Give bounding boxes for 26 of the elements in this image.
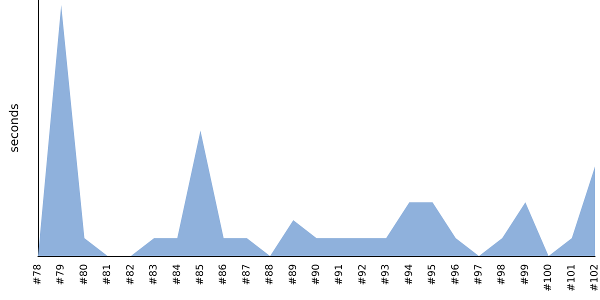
x-tick-label: #84 xyxy=(172,264,183,286)
x-tick-label: #85 xyxy=(194,264,206,286)
x-tick-label: #92 xyxy=(357,264,368,286)
x-tick-label: #101 xyxy=(566,264,578,292)
x-tick-label: #81 xyxy=(102,264,114,286)
x-tick-label: #80 xyxy=(78,264,90,286)
x-tick-label: #96 xyxy=(450,264,462,286)
x-tick-label: #100 xyxy=(543,264,554,292)
x-tick-label: #102 xyxy=(590,264,600,292)
x-tick-label: #94 xyxy=(404,264,415,286)
x-tick-label: #93 xyxy=(380,264,392,286)
y-axis-title: seconds xyxy=(7,103,21,153)
x-tick-label: #87 xyxy=(241,264,252,286)
x-tick-label: #83 xyxy=(148,264,160,286)
x-tick-label: #98 xyxy=(496,264,508,286)
x-tick-label: #82 xyxy=(125,264,136,286)
x-tick-label: #90 xyxy=(311,264,322,286)
x-tick-label: #79 xyxy=(56,264,67,286)
x-tick-label: #88 xyxy=(264,264,276,286)
x-tick-label: #99 xyxy=(520,264,531,286)
x-tick-label: #95 xyxy=(427,264,438,286)
x-tick-label: #91 xyxy=(334,264,346,286)
x-tick-label: #86 xyxy=(218,264,230,286)
x-tick-label: #78 xyxy=(32,264,44,286)
x-tick-label: #89 xyxy=(288,264,299,286)
x-tick-label: #97 xyxy=(473,264,484,286)
